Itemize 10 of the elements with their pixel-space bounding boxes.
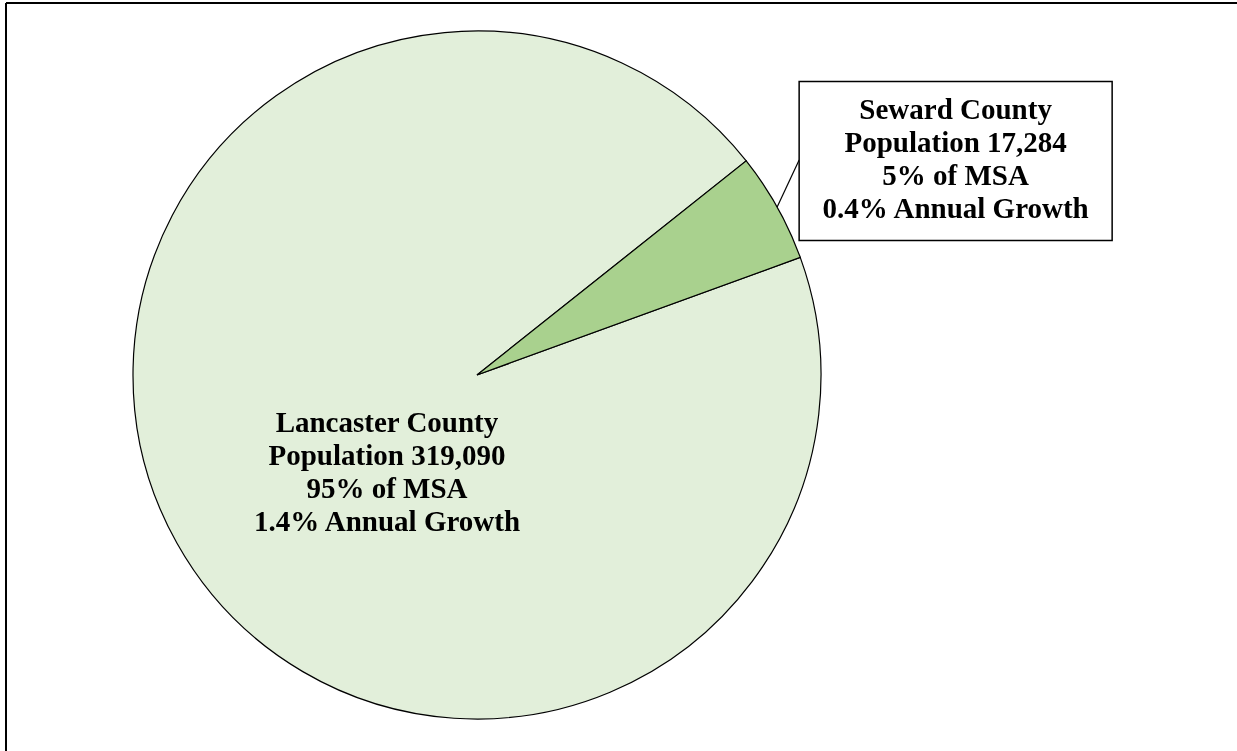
text: 1.4% Annual Growth bbox=[253, 505, 521, 538]
pie-slice bbox=[132, 30, 822, 720]
slice-label: Seward County bbox=[859, 93, 1053, 126]
data-label: Population 17,284 bbox=[844, 126, 1067, 159]
data-label: Population 319,090 bbox=[268, 439, 506, 472]
text: 0.4% Annual Growth bbox=[822, 192, 1089, 225]
slice-label: Lancaster County bbox=[275, 406, 499, 439]
pie-slice bbox=[476, 160, 801, 376]
text: 95% of MSA bbox=[306, 472, 468, 505]
text: 5% of MSA bbox=[882, 159, 1029, 192]
